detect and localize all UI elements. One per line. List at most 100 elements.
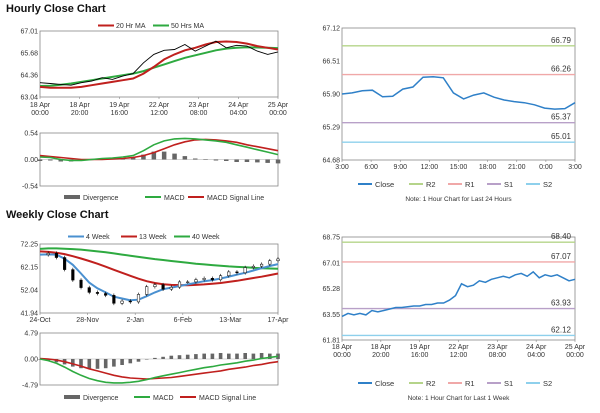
- hourly-divergence-bar: [265, 159, 270, 163]
- weekly-close-level-label: 63.93: [551, 299, 572, 308]
- weekly-price-y-tick: 41.94: [20, 311, 38, 318]
- weekly-close-y-tick: 68.75: [322, 235, 340, 242]
- weekly-divergence-bar: [120, 359, 124, 365]
- weekly-close-x-tick-line: 16:00: [411, 352, 429, 359]
- weekly-divergence-bar: [210, 353, 215, 359]
- hourly-signal-line: [39, 138, 279, 161]
- weekly-close-level-label: 68.40: [551, 232, 572, 241]
- weekly-divergence-bar: [71, 359, 75, 367]
- hourly-close-y-tick: 65.90: [322, 92, 340, 99]
- hourly-price-x-tick-line: 00:00: [31, 110, 49, 117]
- weekly-price-x-tick: 17-Apr: [267, 317, 289, 324]
- weekly-price-y-tick: 62.15: [20, 265, 38, 272]
- weekly-macd-legend-swatch: [64, 395, 80, 399]
- weekly-divergence-bar: [177, 355, 182, 359]
- hourly-price-y-tick: 64.36: [20, 73, 38, 80]
- hourly-macd-y-tick: 0.54: [24, 131, 38, 138]
- weekly-price-x-tick: 13-Mar: [219, 317, 242, 324]
- weekly-close-close-line: [341, 270, 576, 318]
- weekly-close-x-tick-line: 25 Apr: [565, 344, 586, 351]
- weekly-candle-body: [136, 294, 141, 303]
- weekly-price-y-tick: 72.25: [20, 242, 38, 249]
- hourly-price-line: [39, 40, 279, 86]
- hourly-price-x-tick: 22 Apr 12:00: [149, 102, 170, 117]
- weekly-divergence-bar: [144, 359, 149, 360]
- weekly-divergence-bar: [87, 359, 92, 369]
- hourly-price-legend-label: 20 Hr MA: [116, 23, 146, 30]
- weekly-candle-body: [194, 279, 198, 283]
- weekly-close-x-tick: 24 Apr 04:00: [526, 344, 547, 359]
- hourly-price-x-tick-line: 12:00: [150, 110, 168, 117]
- weekly-divergence-bar: [235, 353, 239, 359]
- hourly-close-y-tick: 65.29: [322, 125, 340, 132]
- weekly-divergence-bar: [103, 359, 108, 369]
- hourly-close-close-line: [341, 75, 576, 110]
- hourly-divergence-bar: [203, 159, 208, 160]
- weekly-divergence-bar: [218, 353, 223, 359]
- hourly-close-x-tick: 15:00: [450, 164, 468, 171]
- weekly-close-x-tick-line: 18 Apr: [371, 344, 392, 351]
- hourly-macd-legend-swatch: [64, 195, 80, 199]
- weekly-close-x-tick: 19 Apr 16:00: [410, 344, 431, 359]
- hourly-close-x-tick: 3:00: [568, 164, 582, 171]
- hourly-section-title: Hourly Close Chart: [6, 3, 106, 15]
- weekly-40week-line: [39, 247, 279, 270]
- weekly-divergence-bar: [243, 353, 247, 359]
- weekly-candle-body: [268, 260, 272, 265]
- weekly-candle-body: [251, 265, 255, 268]
- hourly-close-note: Note: 1 Hour Chart for Last 24 Hours: [405, 196, 512, 203]
- hourly-divergence-bar: [213, 159, 219, 161]
- weekly-price-legend-label: 40 Week: [192, 234, 220, 241]
- hourly-macd-y-tick: 0.00: [24, 157, 38, 164]
- weekly-divergence-bar: [79, 359, 83, 369]
- hourly-divergence-bar: [193, 158, 198, 160]
- hourly-close-y-tick: 66.51: [322, 59, 340, 66]
- weekly-candle-body: [177, 281, 182, 288]
- hourly-price-legend-label: 50 Hrs MA: [171, 23, 204, 30]
- weekly-divergence-bar: [161, 356, 165, 359]
- weekly-close-legend-label: S2: [543, 379, 552, 388]
- weekly-close-x-tick-line: 00:00: [566, 352, 584, 359]
- weekly-close-x-tick-line: 04:00: [527, 352, 545, 359]
- hourly-divergence-bar: [172, 153, 177, 160]
- hourly-divergence-bar: [141, 154, 146, 160]
- weekly-candle-body: [95, 292, 99, 294]
- weekly-price-y-tick: 52.04: [20, 288, 38, 295]
- weekly-4week-line: [39, 253, 279, 302]
- hourly-price-x-tick-line: 19 Apr: [109, 102, 130, 109]
- hourly-price-x-tick-line: 18 Apr: [70, 102, 91, 109]
- hourly-close-x-tick: 0:00: [539, 164, 553, 171]
- hourly-macd-line: [39, 137, 279, 162]
- weekly-close-y-tick: 67.01: [322, 260, 340, 267]
- hourly-macd-legend-label: MACD Signal Line: [207, 195, 264, 202]
- weekly-divergence-bar: [268, 353, 272, 359]
- hourly-divergence-bar: [161, 151, 167, 160]
- hourly-close-legend-label: S1: [504, 180, 513, 189]
- weekly-price-x-tick: 24-Oct: [29, 317, 50, 324]
- hourly-price-y-tick: 67.01: [20, 29, 38, 36]
- hourly-20hr-ma-line: [39, 40, 279, 89]
- hourly-close-x-tick: 9:00: [393, 164, 407, 171]
- hourly-close-x-tick: 3:00: [335, 164, 349, 171]
- weekly-macd-legend-label: Divergence: [83, 395, 119, 402]
- weekly-candle-body: [63, 257, 67, 270]
- hourly-price-x-tick: 18 Apr 20:00: [70, 102, 91, 117]
- weekly-divergence-bar: [251, 353, 256, 359]
- weekly-candle-body: [161, 284, 165, 290]
- hourly-price-y-tick: 65.68: [20, 51, 38, 58]
- weekly-candle-body: [104, 293, 108, 296]
- weekly-price-x-tick: 2-Jan: [126, 317, 144, 324]
- weekly-candle-body: [128, 300, 132, 303]
- hourly-divergence-bar: [224, 159, 229, 161]
- weekly-macd-y-tick: -4.79: [22, 383, 38, 390]
- hourly-50hr-ma-line: [39, 46, 279, 87]
- weekly-candle-body: [46, 252, 50, 256]
- hourly-price-x-tick-line: 24 Apr: [228, 102, 249, 109]
- weekly-close-y-tick: 65.28: [322, 286, 340, 293]
- weekly-close-legend-label: Close: [375, 379, 394, 388]
- weekly-close-legend-label: R1: [465, 379, 475, 388]
- weekly-candle-body: [227, 271, 231, 277]
- hourly-close-legend-label: R1: [465, 180, 475, 189]
- weekly-close-x-tick-line: 18 Apr: [332, 344, 353, 351]
- weekly-close-level-label: 67.07: [551, 252, 572, 261]
